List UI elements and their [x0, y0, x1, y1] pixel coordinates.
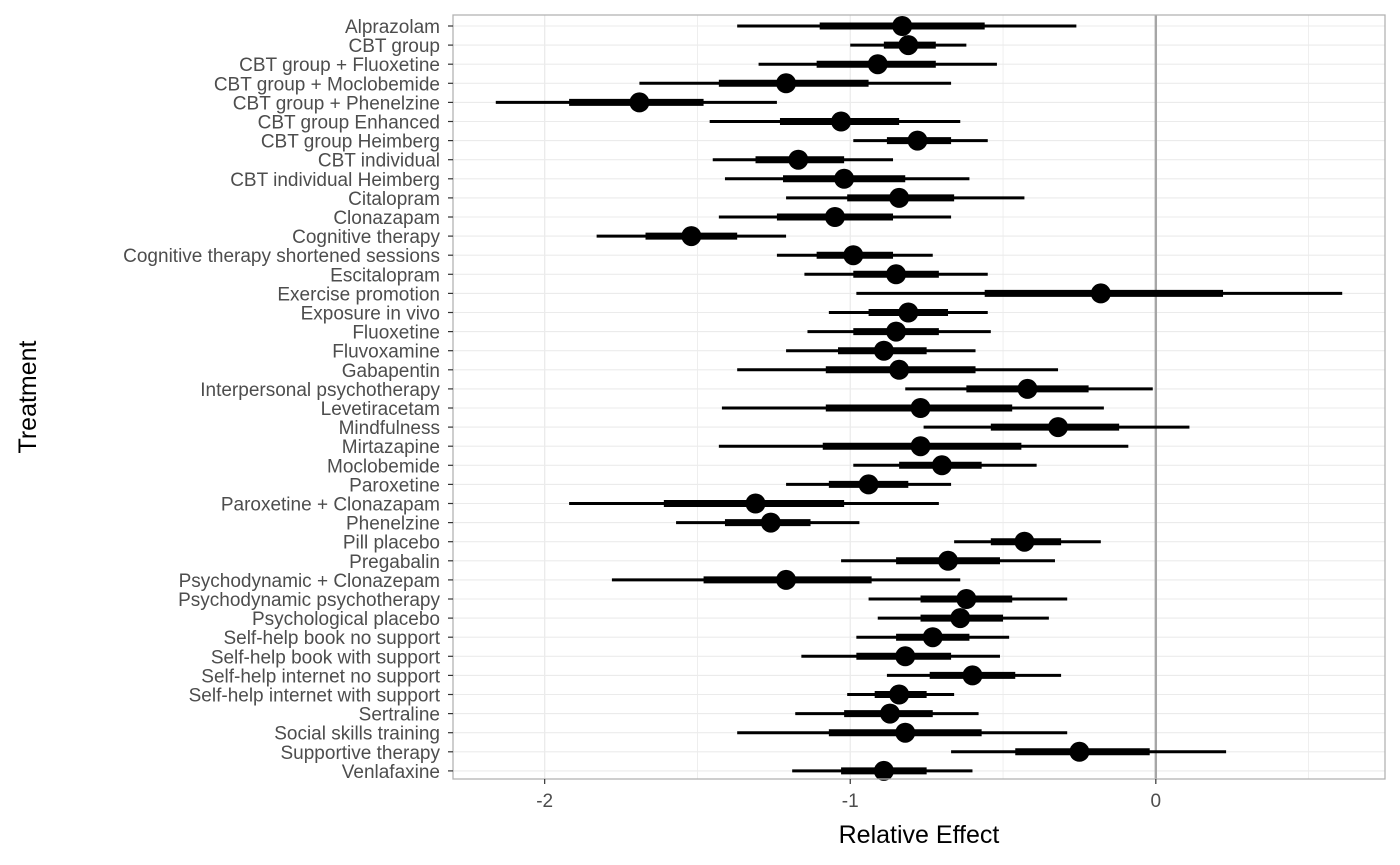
y-tick-label: Escitalopram: [330, 265, 440, 286]
median-point: [1017, 378, 1038, 399]
median-point: [831, 111, 852, 132]
y-tick-label: Sertraline: [359, 705, 440, 726]
median-point: [950, 608, 971, 629]
y-tick-label: Social skills training: [274, 724, 440, 745]
median-point: [745, 493, 766, 514]
x-tick-label: 0: [1151, 791, 1162, 812]
y-tick-label: Moclobemide: [327, 456, 440, 477]
median-point: [910, 436, 931, 457]
y-axis-title: Treatment: [14, 340, 42, 453]
median-point: [824, 207, 845, 227]
median-point: [760, 512, 781, 533]
median-point: [910, 398, 931, 418]
x-tick-label: -1: [842, 791, 859, 812]
median-point: [1014, 531, 1035, 552]
median-point: [962, 665, 983, 686]
median-point: [681, 226, 702, 247]
y-tick-label: Mindfulness: [339, 418, 440, 439]
median-point: [931, 455, 952, 476]
median-point: [788, 149, 809, 170]
y-tick-label: Exercise promotion: [277, 284, 440, 305]
y-tick-label: CBT individual Heimberg: [230, 170, 440, 191]
median-point: [629, 92, 650, 113]
y-tick-label: Phenelzine: [346, 514, 440, 535]
median-point: [889, 187, 910, 208]
median-point: [873, 340, 894, 361]
y-tick-label: CBT individual: [318, 151, 440, 172]
median-point: [834, 168, 855, 189]
median-point: [907, 130, 928, 151]
y-tick-label: Pregabalin: [349, 552, 440, 573]
y-tick-label: Clonazapam: [333, 208, 440, 229]
y-tick-label: Gabapentin: [342, 361, 440, 382]
y-tick-label: CBT group Enhanced: [258, 113, 440, 134]
y-tick-label: Cognitive therapy: [292, 227, 440, 248]
median-point: [892, 16, 913, 36]
median-point: [879, 703, 900, 724]
y-tick-label: Self-help book with support: [211, 647, 441, 668]
median-point: [886, 321, 907, 342]
y-tick-label: Self-help internet with support: [189, 686, 441, 707]
median-point: [895, 646, 916, 667]
y-tick-label: Cognitive therapy shortened sessions: [123, 246, 440, 267]
y-tick-label: Citalopram: [348, 189, 440, 210]
median-point: [889, 684, 910, 705]
median-point: [867, 54, 888, 75]
y-tick-label: Mirtazapine: [342, 437, 440, 458]
y-tick-label: Supportive therapy: [281, 743, 441, 764]
median-point: [895, 722, 916, 743]
y-tick-label: Psychological placebo: [252, 609, 440, 630]
median-point: [776, 73, 797, 94]
median-point: [1090, 283, 1111, 304]
x-axis-title: Relative Effect: [839, 821, 1000, 849]
y-tick-label: Paroxetine + Clonazapam: [221, 495, 440, 516]
median-point: [889, 359, 910, 380]
median-point: [1069, 741, 1090, 762]
y-tick-label: Interpersonal psychotherapy: [200, 380, 440, 401]
x-tick-label: -2: [536, 791, 553, 812]
y-tick-label: Psychodynamic + Clonazepam: [179, 571, 440, 592]
median-point: [956, 589, 977, 609]
y-tick-label: Pill placebo: [343, 533, 440, 554]
y-tick-label: Levetiracetam: [321, 399, 440, 420]
y-tick-label: Self-help internet no support: [201, 666, 440, 687]
y-tick-label: Psychodynamic psychotherapy: [178, 590, 440, 611]
y-tick-label: CBT group + Moclobemide: [214, 74, 440, 95]
x-axis-ticks: -2 -1 0: [536, 779, 1161, 812]
y-tick-label: Fluoxetine: [352, 323, 440, 344]
y-tick-label: CBT group + Phenelzine: [233, 93, 440, 114]
y-tick-label: CBT group Heimberg: [261, 132, 440, 153]
median-point: [843, 245, 864, 266]
median-point: [922, 627, 943, 648]
y-tick-label: Exposure in vivo: [301, 304, 440, 325]
y-tick-label: Paroxetine: [349, 475, 440, 496]
median-point: [1048, 417, 1069, 438]
y-tick-label: Fluvoxamine: [332, 342, 440, 363]
y-tick-label: CBT group: [348, 36, 440, 57]
y-tick-label: CBT group + Fluoxetine: [239, 55, 440, 76]
median-point: [898, 35, 919, 56]
y-tick-label: Self-help book no support: [223, 628, 440, 649]
panel-border: [452, 14, 1386, 780]
y-tick-label: Alprazolam: [345, 17, 440, 38]
median-point: [776, 569, 797, 590]
median-point: [858, 474, 879, 495]
median-point: [886, 264, 907, 285]
median-point: [873, 760, 894, 781]
y-tick-label: Venlafaxine: [342, 762, 440, 783]
median-point: [938, 550, 959, 571]
interval-marks: [495, 16, 1343, 781]
median-point: [898, 302, 919, 323]
